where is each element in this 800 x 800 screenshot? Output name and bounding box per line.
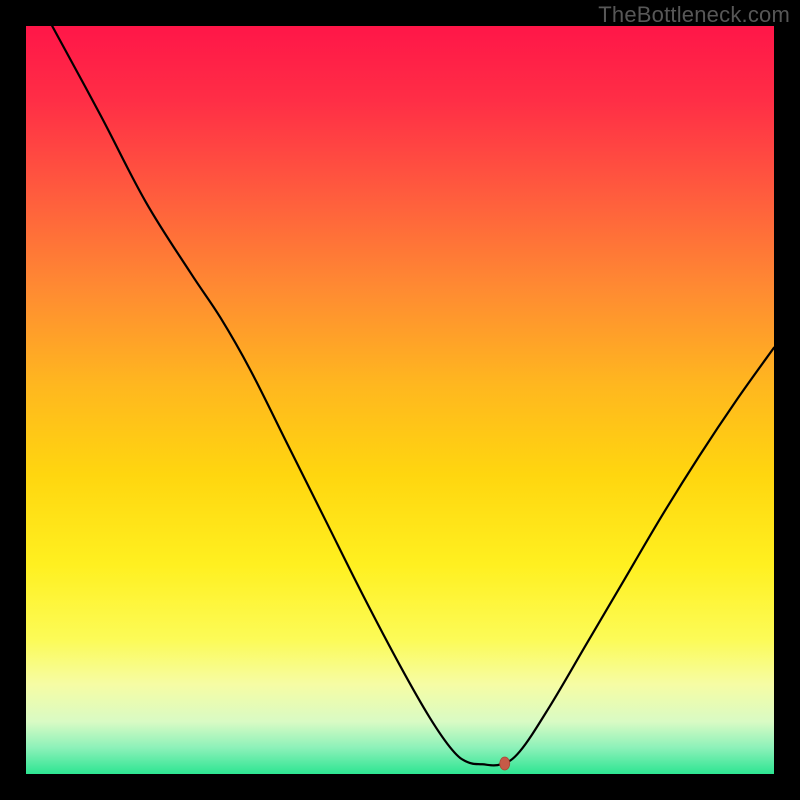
plot-area xyxy=(26,26,774,774)
bottleneck-curve-chart xyxy=(26,26,774,774)
chart-frame: TheBottleneck.com xyxy=(0,0,800,800)
watermark-text: TheBottleneck.com xyxy=(598,2,790,28)
optimal-point-marker xyxy=(500,757,510,770)
gradient-background xyxy=(26,26,774,774)
